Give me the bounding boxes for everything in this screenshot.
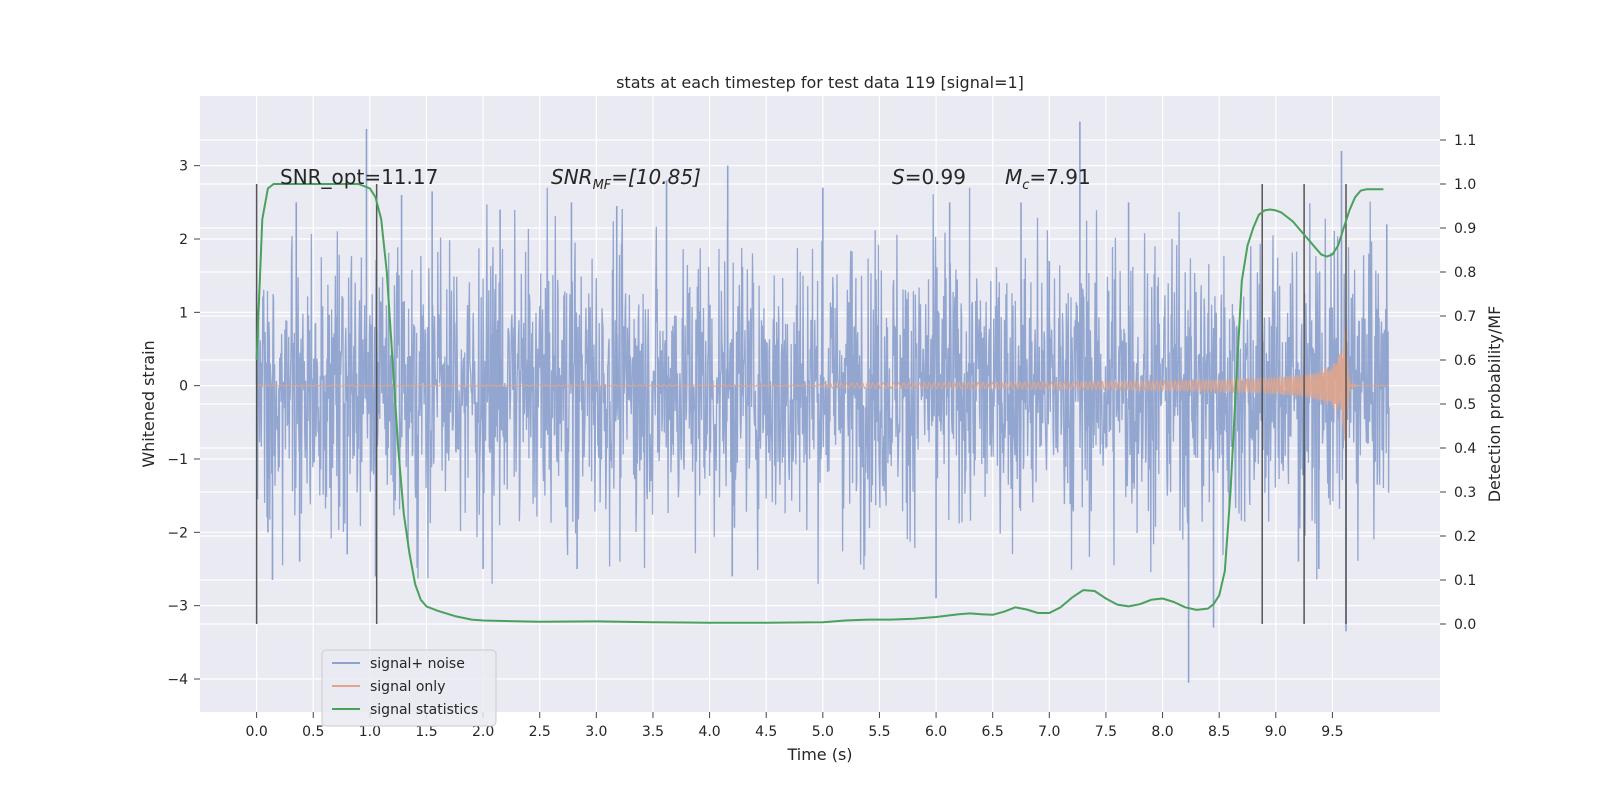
y2-tick-label: 0.9: [1454, 221, 1476, 237]
mc-annotation: Mc=7.91: [1005, 165, 1091, 193]
vertical-markers: [255, 184, 1347, 624]
x-tick-label: 8.0: [1151, 724, 1173, 740]
y-tick-label: −3: [167, 599, 188, 615]
y2-tick-label: 0.6: [1454, 353, 1476, 369]
y-tick-label: 2: [179, 232, 188, 248]
signal-only-line: [256, 313, 1390, 452]
y2-tick-label: 1.0: [1454, 177, 1476, 193]
snr-mf-value: =[10.85]: [611, 165, 701, 189]
y-tick-label: −1: [167, 452, 188, 468]
s-label: S: [892, 165, 905, 189]
x-axis-label: Time (s): [786, 745, 852, 764]
x-tick-label: 9.5: [1321, 724, 1343, 740]
x-tick-label: 7.5: [1095, 724, 1117, 740]
y-axis-label: Whitened strain: [139, 340, 158, 467]
s-value: =0.99: [905, 165, 966, 189]
tick-labels: 0.0 0.5 1.0 1.5 2.0 2.5 3.0 3.5 4.0 4.5 5.0 5.5 6.0 6…: [167, 133, 1476, 740]
x-tick-label: 6.5: [982, 724, 1004, 740]
x-tick-label: 8.5: [1208, 724, 1230, 740]
y2-tick-label: 0.1: [1454, 573, 1476, 589]
x-tick-label: 3.0: [585, 724, 607, 740]
x-tick-label: 4.5: [755, 724, 777, 740]
y-tick-label: 1: [179, 305, 188, 321]
x-tick-label: 0.0: [245, 724, 267, 740]
x-tick-label: 4.0: [698, 724, 720, 740]
y2-tick-label: 1.1: [1454, 133, 1476, 149]
x-tick-label: 3.5: [642, 724, 664, 740]
y2-tick-label: 0.2: [1454, 529, 1476, 545]
y-tick-label: −2: [167, 525, 188, 541]
x-tick-label: 1.0: [359, 724, 381, 740]
snr-opt-annotation: SNR_opt=11.17: [280, 165, 438, 189]
y2-tick-label: 0.8: [1454, 265, 1476, 281]
snr-mf-annotation: SNRMF=[10.85]: [551, 165, 701, 193]
x-tick-label: 7.0: [1038, 724, 1060, 740]
x-tick-label: 9.0: [1265, 724, 1287, 740]
y2-tick-label: 0.3: [1454, 485, 1476, 501]
y2-tick-label: 0.7: [1454, 309, 1476, 325]
legend: signal+ noise signal only signal statist…: [321, 649, 497, 727]
y-tick-label: 3: [179, 159, 188, 175]
legend-label-signal-only: signal only: [370, 679, 445, 695]
y2-tick-label: 0.0: [1454, 617, 1476, 633]
x-tick-label: 5.0: [812, 724, 834, 740]
legend-label-signal-statistics: signal statistics: [370, 702, 478, 718]
y-tick-label: 0: [179, 379, 188, 395]
x-tick-label: 0.5: [302, 724, 324, 740]
s-annotation: S=0.99: [892, 165, 966, 189]
signal-only-series: [256, 313, 1390, 452]
y-tick-label: −4: [167, 672, 188, 688]
signal-noise-line: [255, 187, 1390, 584]
x-tick-label: 1.5: [415, 724, 437, 740]
signal-statistics-series: [255, 183, 1384, 624]
signal-noise-series: [255, 121, 1390, 683]
y2-tick-label: 0.5: [1454, 397, 1476, 413]
x-tick-label: 2.5: [529, 724, 551, 740]
legend-label-signal-noise: signal+ noise: [370, 656, 465, 672]
x-tick-label: 5.5: [868, 724, 890, 740]
x-tick-label: 2.0: [472, 724, 494, 740]
mc-label: M: [1005, 165, 1022, 189]
legend-box: [321, 649, 497, 727]
snr-mf-sub: MF: [593, 178, 612, 193]
x-tick-label: 6.0: [925, 724, 947, 740]
y2-axis-label: Detection probability/MF: [1485, 306, 1504, 503]
chart-title: stats at each timestep for test data 119…: [616, 73, 1024, 92]
y2-tick-label: 0.4: [1454, 441, 1476, 457]
snr-mf-main: SNR: [551, 165, 593, 189]
signal-statistics-line: [255, 183, 1384, 624]
mc-value: =7.91: [1029, 165, 1090, 189]
mc-sub: c: [1022, 178, 1029, 193]
